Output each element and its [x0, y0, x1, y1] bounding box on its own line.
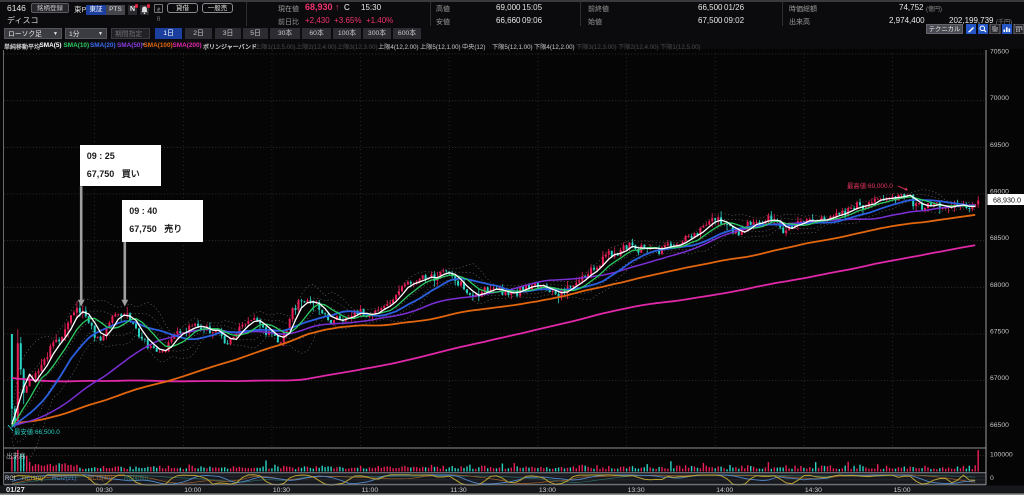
svg-text:0: 0	[990, 475, 994, 482]
svg-text:最安値:66,500.0: 最安値:66,500.0	[14, 427, 60, 436]
svg-text:66500: 66500	[990, 422, 1009, 429]
svg-text:01/27: 01/27	[6, 485, 25, 494]
svg-text:14:30: 14:30	[805, 487, 822, 494]
svg-text:67000: 67000	[990, 375, 1009, 382]
svg-text:14:00: 14:00	[716, 487, 733, 494]
svg-text:11:00: 11:00	[362, 487, 379, 494]
svg-text:13:00: 13:00	[539, 487, 556, 494]
svg-text:67500: 67500	[990, 329, 1009, 336]
svg-text:最高値:69,000.0: 最高値:69,000.0	[847, 181, 893, 190]
svg-text:70500: 70500	[990, 49, 1009, 56]
svg-text:69000: 69000	[990, 189, 1009, 196]
svg-text:10:00: 10:00	[184, 487, 201, 494]
svg-text:13:30: 13:30	[628, 487, 645, 494]
svg-text:68500: 68500	[990, 235, 1009, 242]
svg-text:15:00: 15:00	[894, 487, 911, 494]
svg-text:10:30: 10:30	[273, 487, 290, 494]
svg-text:68000: 68000	[990, 282, 1009, 289]
svg-text:70000: 70000	[990, 95, 1009, 102]
svg-text:69500: 69500	[990, 142, 1009, 149]
svg-text:100000: 100000	[990, 452, 1013, 459]
svg-text:68,930.0: 68,930.0	[993, 196, 1021, 205]
svg-text:11:30: 11:30	[450, 487, 467, 494]
svg-text:09:30: 09:30	[96, 487, 113, 494]
